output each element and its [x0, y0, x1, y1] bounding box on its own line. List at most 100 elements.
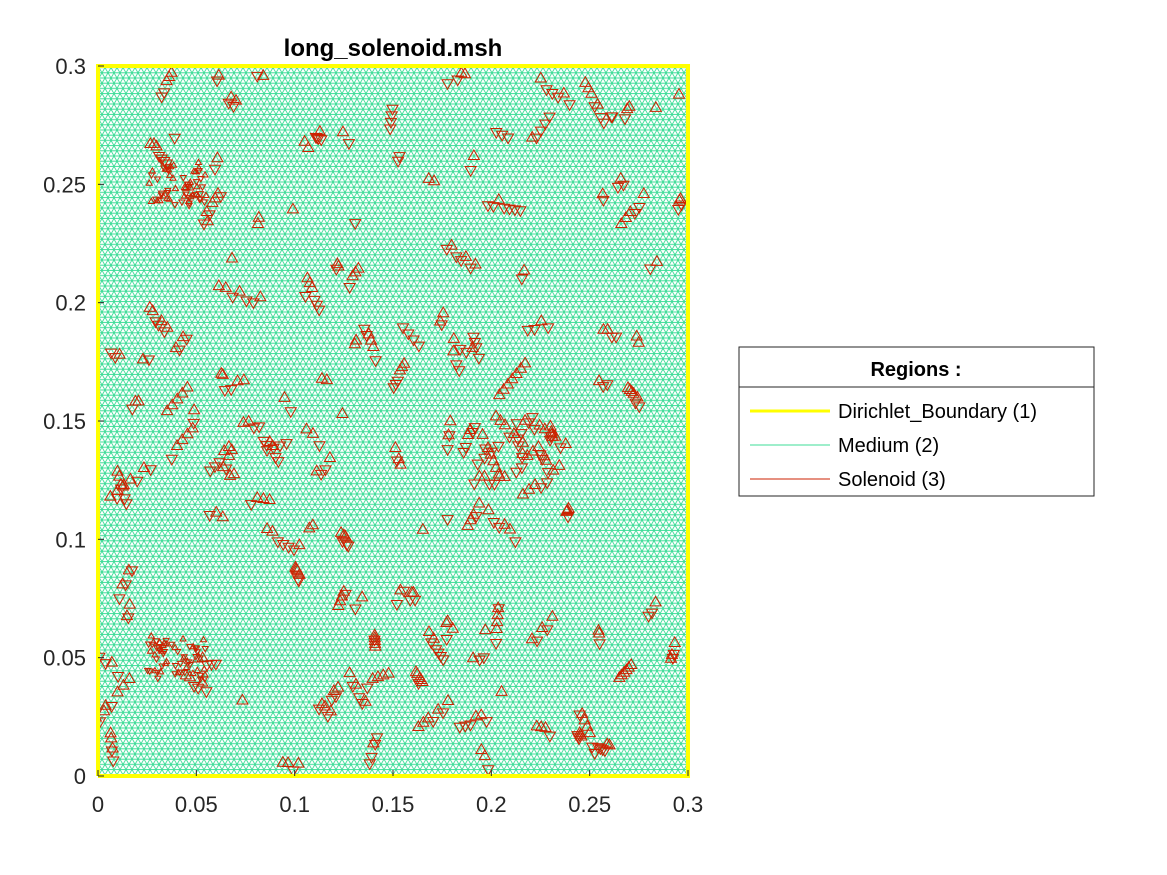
solenoid-mesh-element	[517, 263, 531, 275]
solenoid-mesh-element	[147, 172, 156, 180]
solenoid-mesh-element	[642, 611, 655, 623]
solenoid-mesh-element	[612, 670, 626, 682]
solenoid-mesh-element	[443, 414, 457, 426]
solenoid-mesh-element	[384, 117, 398, 129]
solenoid-mesh-element	[301, 271, 314, 283]
solenoid-mesh-element	[545, 89, 559, 101]
solenoid-mesh-element	[582, 81, 595, 93]
solenoid-mesh-element	[272, 457, 285, 469]
solenoid-mesh-element	[116, 577, 129, 589]
solenoid-mesh-element	[548, 429, 562, 441]
solenoid-mesh-element	[227, 467, 241, 479]
solenoid-mesh-element	[164, 163, 173, 171]
x-tick-label: 0.25	[568, 792, 611, 817]
solenoid-mesh-element	[124, 472, 137, 484]
solenoid-mesh-element	[665, 647, 679, 659]
solenoid-mesh-element	[136, 352, 150, 364]
solenoid-mesh-element	[165, 454, 179, 466]
solenoid-mesh-element	[212, 279, 226, 291]
solenoid-mesh-element	[337, 528, 351, 540]
solenoid-mesh-element	[180, 669, 189, 677]
solenoid-mesh-element	[237, 373, 251, 385]
solenoid-mesh-element	[620, 102, 634, 114]
solenoid-mesh-element	[208, 462, 222, 474]
solenoid-mesh-element	[99, 698, 113, 710]
solenoid-mesh-element	[546, 463, 560, 475]
solenoid-mesh-element	[122, 671, 136, 683]
solenoid-mesh-element	[196, 191, 205, 198]
solenoid-mesh-element	[160, 404, 174, 416]
solenoid-mesh-element	[614, 216, 628, 229]
solenoid-mesh-element	[385, 111, 399, 123]
solenoid-mesh-element	[293, 567, 306, 579]
solenoid-mesh-element	[181, 191, 190, 199]
solenoid-mesh-element	[111, 672, 125, 684]
solenoid-mesh-element	[575, 706, 589, 718]
solenoid-mesh-element	[144, 465, 158, 477]
solenoid-mesh-element	[600, 380, 614, 392]
solenoid-mesh-element	[605, 112, 619, 124]
solenoid-mesh-element	[440, 634, 454, 647]
solenoid-mesh-element	[469, 709, 483, 721]
solenoid-mesh-element	[383, 124, 397, 136]
legend: Regions : Dirichlet_Boundary (1) Medium (…	[738, 346, 1095, 497]
solenoid-mesh-element	[237, 415, 250, 427]
solenoid-mesh-element	[252, 422, 266, 434]
solenoid-mesh-element	[543, 112, 556, 124]
solenoid-mesh-element	[210, 76, 224, 88]
solenoid-mesh-element	[516, 435, 530, 447]
solenoid-mesh-element	[476, 427, 489, 439]
solenoid-mesh-element	[244, 500, 258, 512]
solenoid-mesh-element	[528, 424, 541, 436]
solenoid-mesh-element	[339, 589, 352, 601]
solenoid-mesh-element	[525, 632, 539, 644]
solenoid-mesh-element	[236, 693, 249, 705]
x-tick-label: 0.15	[372, 792, 415, 817]
solenoid-mesh-element	[260, 521, 274, 533]
solenoid-mesh-element	[185, 184, 193, 191]
solenoid-mesh-element	[469, 512, 483, 524]
solenoid-mesh-element	[355, 699, 369, 711]
solenoid-mesh-element	[620, 663, 633, 675]
solenoid-mesh-element	[409, 665, 423, 677]
y-tick-label: 0.1	[55, 527, 86, 552]
solenoid-mesh-element	[309, 132, 323, 145]
solenoid-mesh-element	[386, 104, 399, 116]
solenoid-mesh-element	[157, 190, 166, 198]
solenoid-mesh-element	[250, 490, 264, 503]
solenoid-mesh-element	[198, 184, 207, 192]
solenoid-mesh-element	[534, 720, 548, 732]
solenoid-mesh-element	[445, 238, 458, 250]
solenoid-mesh-element	[318, 699, 332, 711]
solenoid-mesh-element	[510, 419, 524, 431]
solenoid-mesh-element	[226, 292, 240, 304]
solenoid-mesh-element	[534, 314, 548, 326]
solenoid-mesh-element	[225, 251, 239, 263]
solenoid-mesh-element	[158, 663, 166, 671]
solenoid-mesh-element	[518, 356, 532, 368]
solenoid-mesh-element	[489, 460, 503, 472]
solenoid-mesh-element	[630, 329, 644, 341]
solenoid-mesh-element	[147, 197, 156, 205]
y-tick-label: 0.3	[55, 54, 86, 79]
solenoid-mesh-element	[401, 329, 415, 341]
solenoid-mesh-element	[534, 71, 548, 83]
solenoid-mesh-element	[435, 320, 449, 332]
solenoid-mesh-element	[155, 314, 168, 326]
solenoid-mesh-element	[171, 662, 180, 670]
solenoid-mesh-element	[366, 339, 380, 351]
solenoid-mesh-element	[454, 66, 468, 78]
solenoid-mesh-element	[426, 717, 440, 729]
solenoid-mesh-element	[489, 128, 503, 140]
legend-box	[738, 346, 1095, 497]
solenoid-mesh-element	[286, 202, 300, 214]
solenoid-mesh-element	[111, 685, 124, 697]
solenoid-mesh-element	[573, 710, 586, 722]
solenoid-mesh-element	[632, 202, 646, 215]
solenoid-mesh-element	[397, 586, 411, 598]
solenoid-mesh-element	[391, 376, 405, 388]
solenoid-mesh-element	[331, 257, 344, 269]
solenoid-mesh-element	[515, 274, 529, 286]
solenoid-mesh-element	[163, 194, 172, 201]
solenoid-mesh-element	[396, 323, 410, 335]
